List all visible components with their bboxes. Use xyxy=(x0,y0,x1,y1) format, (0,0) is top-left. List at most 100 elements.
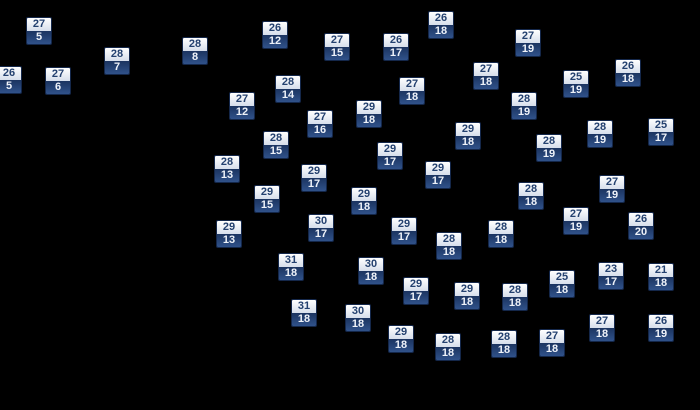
temp-marker[interactable]: 28 14 xyxy=(275,75,301,103)
temp-marker[interactable]: 31 18 xyxy=(278,253,304,281)
temp-marker[interactable]: 25 19 xyxy=(563,70,589,98)
temp-marker[interactable]: 28 18 xyxy=(435,333,461,361)
min-temp-value: 18 xyxy=(437,246,461,259)
temp-marker[interactable]: 29 17 xyxy=(301,164,327,192)
temp-marker[interactable]: 31 18 xyxy=(291,299,317,327)
min-temp-value: 18 xyxy=(590,328,614,341)
min-temp-value: 12 xyxy=(263,35,287,48)
temp-marker[interactable]: 29 17 xyxy=(377,142,403,170)
temp-marker[interactable]: 28 18 xyxy=(488,220,514,248)
min-temp-value: 19 xyxy=(537,148,561,161)
min-temp-value: 17 xyxy=(649,132,673,145)
temp-marker[interactable]: 26 20 xyxy=(628,212,654,240)
max-temp-value: 28 xyxy=(183,38,207,51)
max-temp-value: 27 xyxy=(400,78,424,91)
temp-marker[interactable]: 25 18 xyxy=(549,270,575,298)
temp-marker[interactable]: 27 19 xyxy=(563,207,589,235)
max-temp-value: 27 xyxy=(474,63,498,76)
min-temp-value: 8 xyxy=(183,51,207,64)
temp-marker[interactable]: 27 6 xyxy=(45,67,71,95)
temp-marker[interactable]: 28 13 xyxy=(214,155,240,183)
min-temp-value: 17 xyxy=(302,178,326,191)
max-temp-value: 27 xyxy=(564,208,588,221)
temp-marker[interactable]: 28 18 xyxy=(502,283,528,311)
temp-marker[interactable]: 30 17 xyxy=(308,214,334,242)
temp-marker[interactable]: 27 18 xyxy=(473,62,499,90)
max-temp-value: 29 xyxy=(455,283,479,296)
temp-marker[interactable]: 27 12 xyxy=(229,92,255,120)
temp-marker[interactable]: 28 18 xyxy=(518,182,544,210)
temp-marker[interactable]: 29 18 xyxy=(455,122,481,150)
max-temp-value: 30 xyxy=(309,215,333,228)
temp-marker[interactable]: 30 18 xyxy=(345,304,371,332)
max-temp-value: 29 xyxy=(352,188,376,201)
min-temp-value: 18 xyxy=(616,73,640,86)
max-temp-value: 28 xyxy=(264,132,288,145)
temp-marker[interactable]: 29 13 xyxy=(216,220,242,248)
max-temp-value: 27 xyxy=(230,93,254,106)
max-temp-value: 29 xyxy=(392,218,416,231)
temp-marker[interactable]: 29 15 xyxy=(254,185,280,213)
temp-marker[interactable]: 26 18 xyxy=(615,59,641,87)
temp-marker[interactable]: 27 18 xyxy=(589,314,615,342)
temp-marker[interactable]: 28 8 xyxy=(182,37,208,65)
temp-marker[interactable]: 28 19 xyxy=(587,120,613,148)
min-temp-value: 19 xyxy=(649,328,673,341)
temp-marker[interactable]: 27 19 xyxy=(599,175,625,203)
max-temp-value: 25 xyxy=(564,71,588,84)
temp-marker[interactable]: 29 18 xyxy=(454,282,480,310)
temp-marker[interactable]: 28 18 xyxy=(491,330,517,358)
max-temp-value: 29 xyxy=(404,278,428,291)
min-temp-value: 5 xyxy=(0,80,21,93)
temp-marker[interactable]: 26 17 xyxy=(383,33,409,61)
min-temp-value: 18 xyxy=(357,114,381,127)
max-temp-value: 27 xyxy=(308,111,332,124)
max-temp-value: 26 xyxy=(649,315,673,328)
temp-marker[interactable]: 29 17 xyxy=(391,217,417,245)
temp-marker[interactable]: 26 19 xyxy=(648,314,674,342)
min-temp-value: 14 xyxy=(276,89,300,102)
min-temp-value: 19 xyxy=(516,43,540,56)
min-temp-value: 19 xyxy=(600,189,624,202)
temp-marker[interactable]: 27 19 xyxy=(515,29,541,57)
max-temp-value: 26 xyxy=(629,213,653,226)
min-temp-value: 18 xyxy=(540,343,564,356)
temp-marker[interactable]: 28 18 xyxy=(436,232,462,260)
temp-marker[interactable]: 25 17 xyxy=(648,118,674,146)
temp-marker[interactable]: 23 17 xyxy=(598,262,624,290)
max-temp-value: 23 xyxy=(599,263,623,276)
max-temp-value: 27 xyxy=(46,68,70,81)
temp-marker[interactable]: 30 18 xyxy=(358,257,384,285)
temp-marker[interactable]: 21 18 xyxy=(648,263,674,291)
min-temp-value: 19 xyxy=(564,84,588,97)
temp-marker[interactable]: 28 7 xyxy=(104,47,130,75)
temp-marker[interactable]: 27 16 xyxy=(307,110,333,138)
min-temp-value: 18 xyxy=(456,136,480,149)
temp-marker[interactable]: 29 18 xyxy=(351,187,377,215)
min-temp-value: 17 xyxy=(384,47,408,60)
max-temp-value: 28 xyxy=(588,121,612,134)
temp-marker[interactable]: 28 19 xyxy=(536,134,562,162)
max-temp-value: 28 xyxy=(537,135,561,148)
min-temp-value: 18 xyxy=(352,201,376,214)
temp-marker[interactable]: 26 18 xyxy=(428,11,454,39)
max-temp-value: 29 xyxy=(456,123,480,136)
min-temp-value: 18 xyxy=(436,347,460,360)
min-temp-value: 18 xyxy=(279,267,303,280)
min-temp-value: 16 xyxy=(308,124,332,137)
max-temp-value: 29 xyxy=(389,326,413,339)
temp-marker[interactable]: 28 19 xyxy=(511,92,537,120)
min-temp-value: 7 xyxy=(105,61,129,74)
temp-marker[interactable]: 27 5 xyxy=(26,17,52,45)
temp-marker[interactable]: 29 17 xyxy=(403,277,429,305)
temp-marker[interactable]: 28 15 xyxy=(263,131,289,159)
temp-marker[interactable]: 29 17 xyxy=(425,161,451,189)
temp-marker[interactable]: 27 18 xyxy=(399,77,425,105)
temp-marker[interactable]: 26 5 xyxy=(0,66,22,94)
temp-marker[interactable]: 29 18 xyxy=(356,100,382,128)
temp-marker[interactable]: 27 18 xyxy=(539,329,565,357)
temp-marker[interactable]: 27 15 xyxy=(324,33,350,61)
temp-marker[interactable]: 26 12 xyxy=(262,21,288,49)
temp-marker[interactable]: 29 18 xyxy=(388,325,414,353)
